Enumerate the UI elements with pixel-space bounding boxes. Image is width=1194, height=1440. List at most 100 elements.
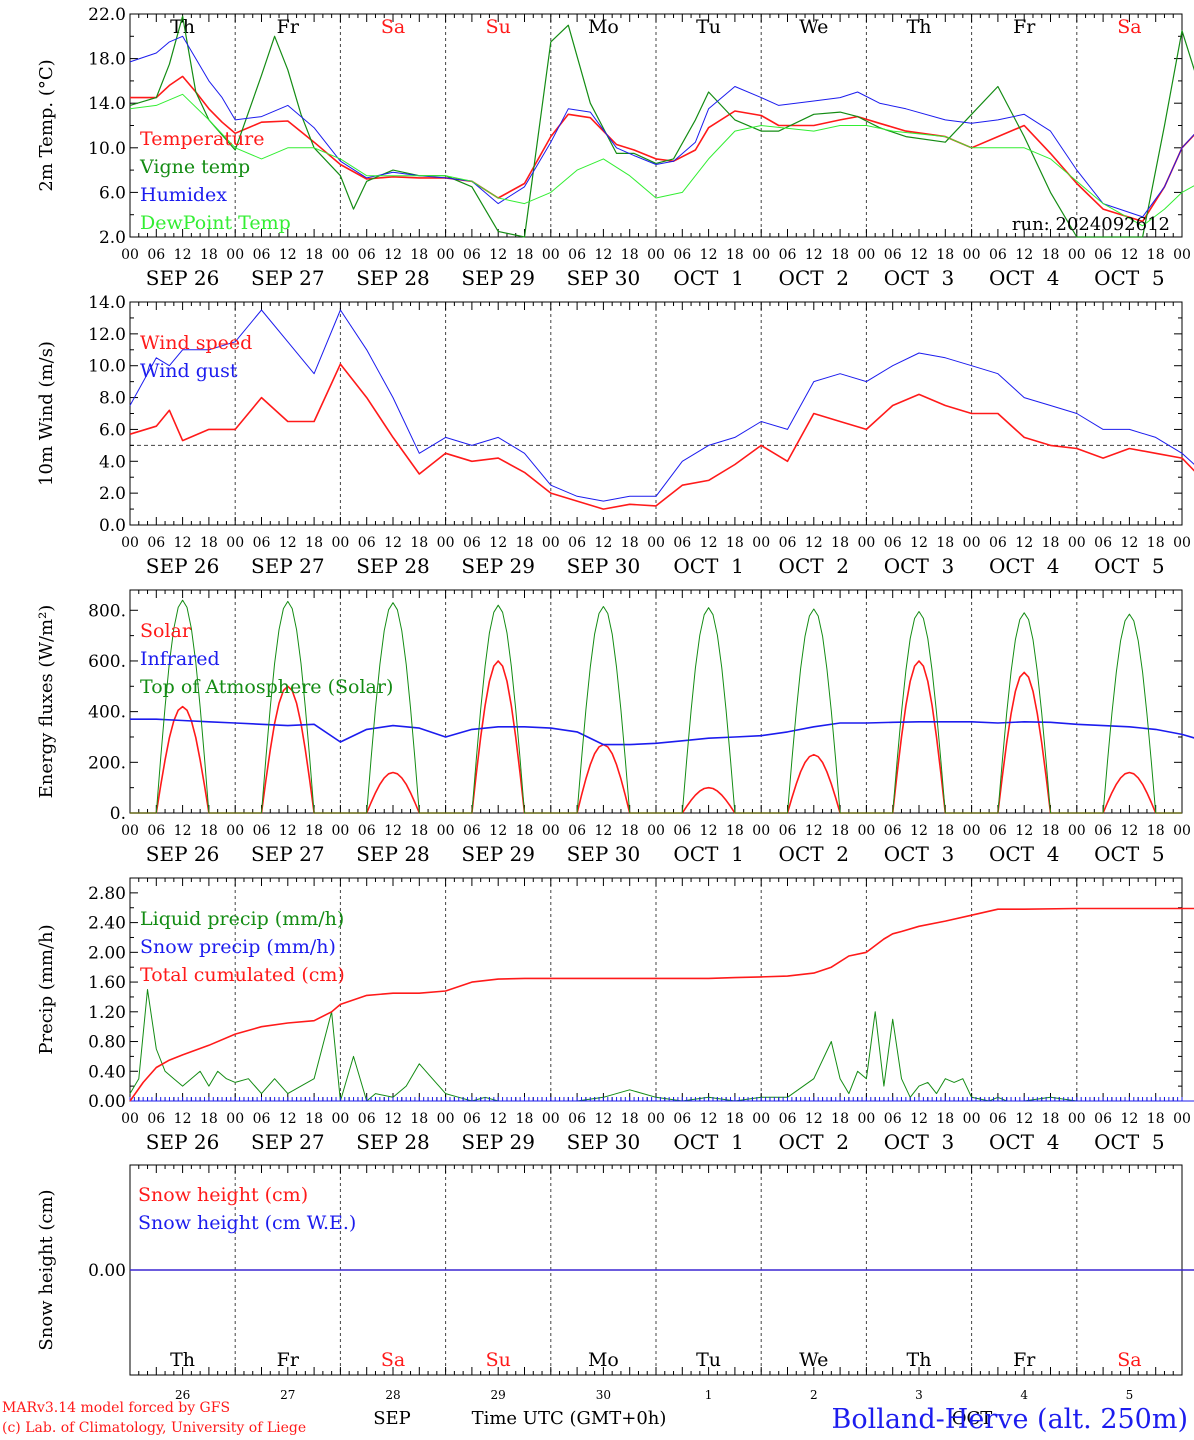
y-axis-label: Snow height (cm) (36, 1189, 57, 1350)
x-hour-label: 00 (963, 1111, 981, 1127)
y-tick-label: 800. (88, 601, 126, 621)
x-hour-label: 12 (594, 535, 612, 551)
x-date-label: OCT 1 (673, 266, 743, 290)
x-hour-label: 12 (805, 823, 823, 839)
day-number-label: 5 (1126, 1388, 1134, 1402)
x-hour-label: 00 (857, 1111, 875, 1127)
x-date-label: OCT 3 (884, 554, 954, 578)
x-hour-label: 00 (331, 535, 349, 551)
x-hour-label: 06 (989, 823, 1007, 839)
x-hour-label: 06 (884, 247, 902, 263)
x-hour-label: 18 (1147, 1111, 1165, 1127)
y-tick-label: 600. (88, 652, 126, 672)
x-date-label: SEP 28 (356, 1130, 430, 1154)
x-hour-label: 06 (673, 823, 691, 839)
x-hour-label: 00 (1068, 823, 1086, 839)
x-hour-label: 00 (437, 247, 455, 263)
panel-temperature: 2.0 6.0 10.0 14.0 18.0 22.0 2m Temp. (°C) 00 06 1… (36, 5, 1194, 290)
panel-wind: 0.0 2.0 4.0 6.0 8.0 10.0 12.0 14.0 10m Wind (m/s… (36, 293, 1194, 578)
x-hour-label: 18 (936, 247, 954, 263)
x-hour-label: 06 (1094, 823, 1112, 839)
x-hour-label: 06 (884, 823, 902, 839)
day-of-week-label: Th (170, 1349, 195, 1371)
x-hour-label: 06 (147, 535, 165, 551)
x-hour-label: 00 (437, 535, 455, 551)
x-hour-label: 18 (410, 247, 428, 263)
time-axis-title: Time UTC (GMT+0h) (472, 1408, 667, 1429)
day-number-label: 27 (280, 1388, 295, 1402)
x-date-label: SEP 30 (567, 554, 641, 578)
x-hour-label: 06 (1094, 247, 1112, 263)
y-tick-label: 0.80 (88, 1033, 126, 1053)
x-hour-label: 12 (1015, 823, 1033, 839)
x-hour-label: 00 (1173, 247, 1191, 263)
x-hour-label: 18 (200, 247, 218, 263)
x-date-label: SEP 27 (251, 1130, 325, 1154)
x-hour-label: 12 (700, 535, 718, 551)
x-hour-label: 18 (831, 1111, 849, 1127)
legend-entry: Snow height (cm W.E.) (138, 1212, 356, 1234)
day-of-week-label: Mo (588, 16, 619, 38)
x-hour-label: 00 (121, 823, 139, 839)
x-date-label: SEP 28 (356, 266, 430, 290)
x-hour-label: 18 (305, 247, 323, 263)
x-hour-label: 18 (516, 1111, 534, 1127)
x-date-label: SEP 28 (356, 554, 430, 578)
x-hour-label: 18 (1147, 823, 1165, 839)
x-hour-label: 06 (673, 247, 691, 263)
x-hour-label: 18 (516, 247, 534, 263)
y-tick-label: 2.40 (88, 914, 126, 934)
x-hour-label: 18 (936, 823, 954, 839)
x-hour-label: 12 (489, 247, 507, 263)
day-of-week-label: Th (170, 16, 195, 38)
y-tick-label: 8.0 (99, 389, 126, 409)
y-tick-label: 4.0 (99, 452, 126, 472)
x-hour-label: 00 (1068, 1111, 1086, 1127)
x-date-label: SEP 30 (567, 1130, 641, 1154)
x-hour-label: 12 (384, 247, 402, 263)
x-hour-label: 18 (1042, 535, 1060, 551)
x-hour-label: 00 (226, 535, 244, 551)
x-hour-label: 18 (621, 535, 639, 551)
x-hour-label: 12 (279, 247, 297, 263)
x-hour-label: 18 (1147, 535, 1165, 551)
x-hour-label: 18 (1147, 247, 1165, 263)
run-annotation: run: 2024092612 (1012, 214, 1170, 235)
x-hour-label: 12 (174, 247, 192, 263)
x-hour-label: 00 (1173, 823, 1191, 839)
x-hour-label: 06 (253, 1111, 271, 1127)
day-of-week-label: Fr (1013, 1349, 1036, 1371)
x-date-label: OCT 4 (989, 554, 1059, 578)
x-date-label: OCT 1 (673, 1130, 743, 1154)
y-tick-label: 200. (88, 753, 126, 773)
x-hour-label: 06 (989, 535, 1007, 551)
x-date-label: OCT 3 (884, 1130, 954, 1154)
day-of-week-label: Fr (1013, 16, 1036, 38)
x-hour-label: 12 (384, 535, 402, 551)
x-date-label: SEP 29 (461, 266, 535, 290)
x-date-label: SEP 27 (251, 266, 325, 290)
x-hour-label: 06 (568, 1111, 586, 1127)
x-hour-label: 06 (358, 823, 376, 839)
x-hour-label: 12 (910, 535, 928, 551)
x-hour-label: 06 (779, 823, 797, 839)
x-hour-label: 06 (358, 535, 376, 551)
legend-entry: DewPoint Temp (140, 212, 291, 234)
y-tick-label: 12.0 (88, 325, 126, 345)
y-tick-label: 18.0 (88, 50, 126, 70)
x-hour-label: 00 (121, 1111, 139, 1127)
x-hour-label: 06 (884, 535, 902, 551)
x-date-label: OCT 2 (779, 266, 849, 290)
x-hour-label: 12 (1120, 823, 1138, 839)
legend-entry: Liquid precip (mm/h) (140, 908, 344, 930)
x-hour-label: 18 (305, 535, 323, 551)
day-of-week-label: Sa (1117, 1349, 1141, 1371)
y-tick-label: 10.0 (88, 357, 126, 377)
x-hour-label: 18 (410, 823, 428, 839)
series-line-dewpoint-temp (129, 93, 1194, 227)
x-hour-label: 00 (857, 823, 875, 839)
day-of-week-label: Fr (277, 16, 300, 38)
x-hour-label: 06 (463, 1111, 481, 1127)
x-hour-label: 00 (647, 535, 665, 551)
y-tick-label: 2.0 (99, 228, 126, 248)
